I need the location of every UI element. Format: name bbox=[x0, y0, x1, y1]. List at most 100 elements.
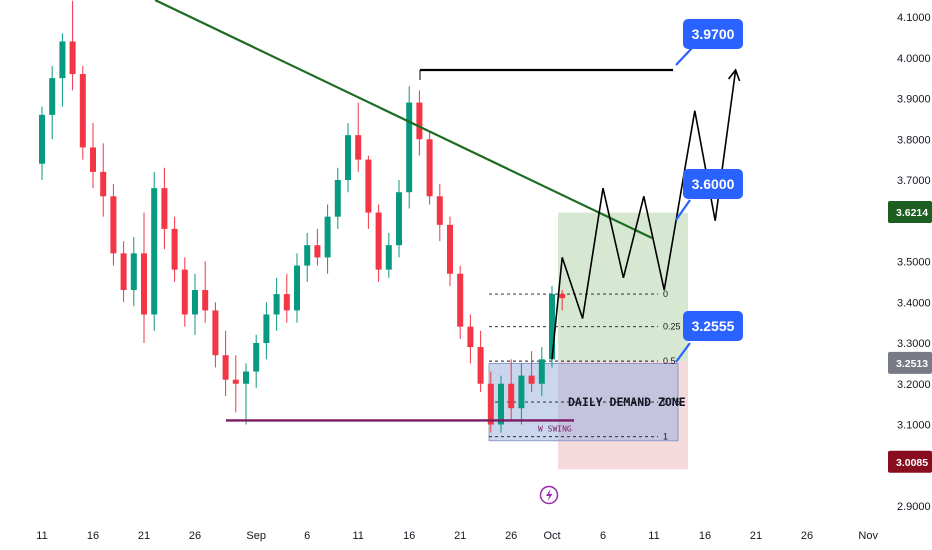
candle-body bbox=[151, 188, 158, 315]
candle-body bbox=[436, 196, 443, 225]
fib-levels: 0 0.25 0.5 0.75 1 bbox=[489, 289, 681, 442]
candle-body bbox=[365, 159, 372, 213]
candle-body bbox=[304, 245, 311, 266]
time-tick-label: Oct bbox=[543, 530, 560, 542]
time-tick-label: Sep bbox=[246, 530, 266, 542]
callout-label: 3.9700 bbox=[692, 26, 735, 42]
candle-body bbox=[467, 326, 474, 348]
price-tick-label: 3.3000 bbox=[897, 338, 931, 350]
candle-body bbox=[232, 379, 239, 384]
price-badge bbox=[888, 351, 932, 374]
candle-body bbox=[263, 314, 270, 343]
price-badge bbox=[888, 450, 932, 473]
candle-body bbox=[355, 135, 362, 160]
candle-body bbox=[457, 273, 464, 327]
time-tick-label: 26 bbox=[505, 530, 517, 542]
candle-body bbox=[161, 188, 168, 229]
entry-callout[interactable]: 3.2555 bbox=[675, 311, 743, 363]
candle-body bbox=[518, 375, 525, 409]
time-tick-label: 26 bbox=[189, 530, 201, 542]
candle-body bbox=[324, 216, 331, 258]
candle-body bbox=[273, 294, 280, 315]
fib-label: 1 bbox=[663, 432, 668, 442]
candle-body bbox=[69, 41, 76, 75]
candle-body bbox=[90, 147, 96, 172]
time-tick-label: 11 bbox=[36, 530, 47, 542]
fib-label: 0 bbox=[663, 289, 668, 299]
candle-body bbox=[243, 371, 249, 384]
fib-label: 0.25 bbox=[663, 322, 681, 332]
candle-body bbox=[222, 355, 229, 380]
candle-body bbox=[447, 224, 453, 274]
target-callout[interactable]: 3.9700 bbox=[675, 19, 743, 66]
time-tick-label: 21 bbox=[454, 530, 466, 542]
candle-body bbox=[49, 78, 56, 115]
candle-body bbox=[416, 102, 423, 140]
candle-body bbox=[130, 253, 137, 291]
price-tick-label: 3.1000 bbox=[897, 420, 931, 432]
fib-label: 0.75 bbox=[663, 397, 681, 407]
price-tick-label: 2.9000 bbox=[897, 501, 931, 513]
callout-pointer bbox=[675, 342, 691, 363]
candle-body bbox=[528, 375, 535, 384]
candle-body bbox=[202, 290, 209, 311]
time-tick-label: 16 bbox=[699, 530, 711, 542]
time-tick-label: 21 bbox=[138, 530, 150, 542]
price-badge-label: 3.2513 bbox=[896, 358, 928, 370]
tp1-callout[interactable]: 3.6000 bbox=[675, 169, 743, 221]
candle-body bbox=[314, 245, 321, 258]
time-tick-label: 16 bbox=[403, 530, 415, 542]
fib-label: 0.5 bbox=[663, 356, 676, 366]
zone-label: DAILY DEMAND ZONE bbox=[568, 395, 686, 409]
swing-label: W SWING bbox=[538, 425, 572, 434]
candle-body bbox=[39, 114, 45, 164]
callout-box bbox=[683, 19, 743, 49]
time-tick-label: 6 bbox=[304, 530, 310, 542]
price-badge-label: 3.6214 bbox=[896, 207, 928, 219]
candle-body bbox=[334, 180, 341, 217]
candle-body bbox=[549, 294, 555, 360]
candle-body bbox=[426, 139, 433, 197]
price-tick-label: 4.0000 bbox=[897, 53, 931, 65]
time-tick-label: 11 bbox=[352, 530, 363, 542]
candle-body bbox=[110, 196, 117, 254]
candle-body bbox=[181, 269, 188, 315]
candle-body bbox=[79, 74, 86, 148]
candle-body bbox=[375, 212, 382, 270]
candle-body bbox=[141, 253, 147, 315]
time-tick-label: 21 bbox=[750, 530, 762, 542]
candle-body bbox=[120, 253, 127, 291]
price-tick-label: 3.4000 bbox=[897, 297, 931, 309]
candle-body bbox=[508, 383, 515, 409]
descending-trendline[interactable] bbox=[154, 0, 653, 239]
price-badges: 3.6214 3.2513 3.0085 bbox=[888, 201, 932, 473]
time-tick-label: 11 bbox=[648, 530, 659, 542]
candle-body bbox=[538, 359, 545, 384]
candle-body bbox=[59, 41, 66, 79]
callout-label: 3.2555 bbox=[692, 318, 735, 334]
lightning-icon[interactable] bbox=[539, 485, 559, 505]
callout-pointer bbox=[675, 199, 691, 221]
candle-body bbox=[171, 228, 178, 270]
price-tick-label: 3.8000 bbox=[897, 134, 931, 146]
candle-body bbox=[192, 290, 198, 315]
candle-body bbox=[294, 265, 300, 311]
candle-body bbox=[406, 102, 413, 193]
time-tick-label: 16 bbox=[87, 530, 99, 542]
projected-path[interactable] bbox=[551, 69, 737, 360]
callout-box bbox=[683, 311, 743, 341]
price-axis[interactable]: 4.1000 4.0000 3.9000 3.8000 3.7000 3.5000 3.40… bbox=[897, 12, 931, 513]
callout-pointer bbox=[675, 47, 693, 66]
candle-body bbox=[283, 294, 290, 311]
time-tick-label: 26 bbox=[801, 530, 813, 542]
price-tick-label: 3.7000 bbox=[897, 175, 931, 187]
callout-box bbox=[683, 169, 743, 199]
candle-body bbox=[212, 310, 219, 356]
time-tick-label: Nov bbox=[858, 530, 878, 542]
candle-body bbox=[396, 192, 402, 246]
time-tick-label: 6 bbox=[600, 530, 606, 542]
callout-label: 3.6000 bbox=[692, 176, 735, 192]
time-axis[interactable]: 11 16 21 26 Sep 6 11 16 21 26 Oct 6 11 16 21 26 Nov bbox=[36, 530, 878, 542]
candle-body bbox=[385, 245, 392, 270]
